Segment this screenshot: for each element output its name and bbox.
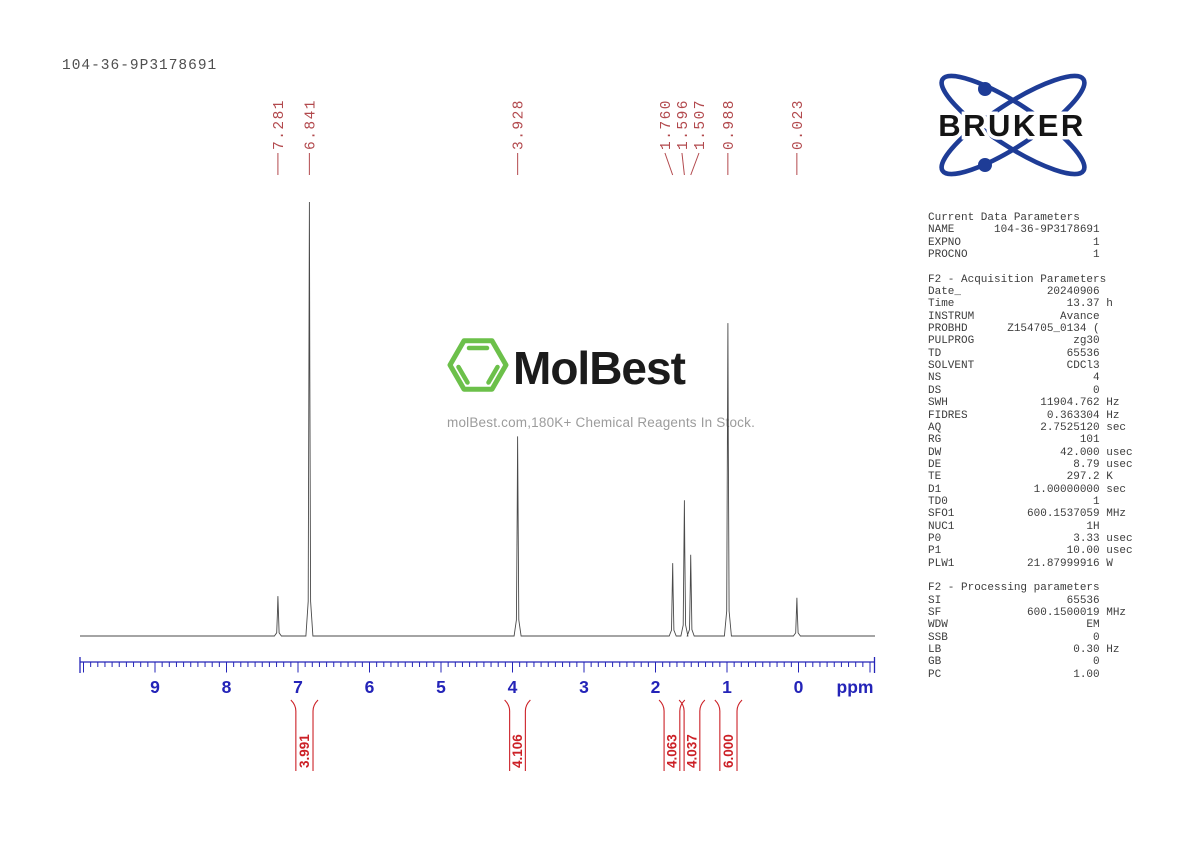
peak-shift-label: 3.928 <box>512 99 528 150</box>
x-axis-tick-label: 8 <box>222 677 232 697</box>
integral-value-label: 4.037 <box>684 734 699 768</box>
molbest-logo-row: MolBest <box>447 334 686 401</box>
integral-value-label: 4.106 <box>510 734 525 768</box>
peak-shift-label: 1.507 <box>693 99 709 150</box>
integral-value-label: 4.063 <box>664 734 679 768</box>
x-axis-tick-label: 1 <box>722 677 732 697</box>
peak-shift-label: 1.760 <box>659 99 675 150</box>
bruker-orbit-icon <box>939 73 1087 177</box>
peak-shift-label: 0.023 <box>791 99 807 150</box>
sample-id: 104-36-9P3178691 <box>62 58 218 74</box>
integral-value-label: 3.991 <box>297 734 312 768</box>
x-axis-tick-label: 0 <box>794 677 804 697</box>
integral-value-label: 6.000 <box>721 734 736 768</box>
x-axis-unit-label: ppm <box>837 677 874 697</box>
molbest-tagline: molBest.com,180K+ Chemical Reagents In S… <box>447 415 756 430</box>
bruker-logo: BRUKER <box>915 68 1110 188</box>
molbest-watermark: MolBest molBest.com,180K+ Chemical Reage… <box>447 334 756 430</box>
x-axis-tick-label: 9 <box>150 677 160 697</box>
x-axis-tick-label: 5 <box>436 677 446 697</box>
parameter-list: Current Data Parameters NAME 104-36-9P31… <box>928 212 1133 681</box>
peak-shift-label: 6.841 <box>303 99 319 150</box>
x-axis-tick-label: 7 <box>293 677 303 697</box>
peak-shift-label: 0.988 <box>722 99 738 150</box>
peak-shift-label: 7.281 <box>272 99 288 150</box>
peak-shift-label: 1.596 <box>676 99 692 150</box>
x-axis-tick-label: 6 <box>365 677 375 697</box>
x-axis-tick-label: 4 <box>508 677 518 697</box>
molbest-brand-text: MolBest <box>513 341 686 394</box>
x-axis-tick-label: 3 <box>579 677 589 697</box>
bruker-wordmark: BRUKER <box>938 108 1086 143</box>
benzene-hexagon-icon <box>447 334 509 401</box>
x-axis-tick-label: 2 <box>651 677 661 697</box>
